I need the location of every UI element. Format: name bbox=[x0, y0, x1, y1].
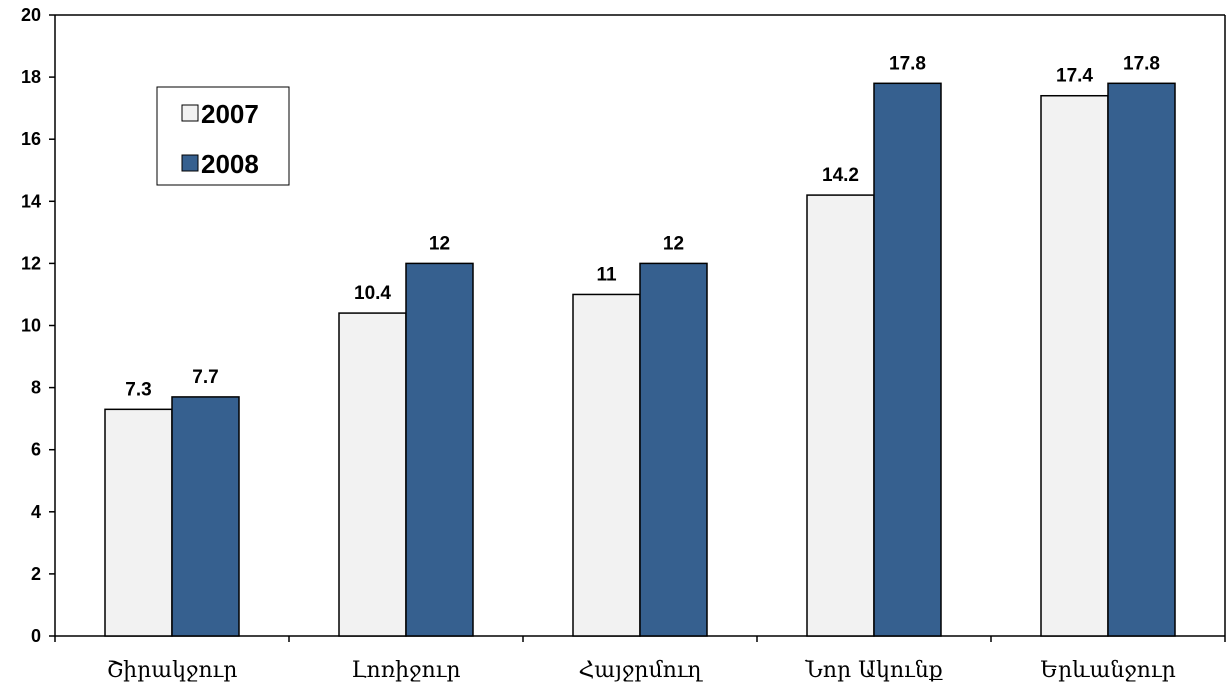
legend-label-2008: 2008 bbox=[201, 149, 259, 179]
bar-2007-0 bbox=[104, 408, 173, 637]
legend: 2007 2008 bbox=[156, 86, 290, 186]
data-label: 17.8 bbox=[889, 53, 926, 74]
legend-label-2007: 2007 bbox=[201, 99, 259, 129]
data-label: 12 bbox=[663, 233, 684, 254]
y-tick-label: 10 bbox=[21, 316, 41, 336]
data-label: 17.4 bbox=[1056, 66, 1093, 87]
category-labels: Շիրակջուր Լոռիջուր Հայջրմուղ Նոր Ակունք Երևա… bbox=[107, 658, 1176, 683]
bar-2008-4 bbox=[1107, 82, 1176, 637]
y-tick-label: 18 bbox=[21, 67, 41, 87]
category-label: Շիրակջուր bbox=[107, 658, 238, 683]
y-tick-label: 8 bbox=[31, 378, 41, 398]
legend-box bbox=[156, 86, 290, 186]
y-tick-label: 4 bbox=[31, 502, 41, 522]
y-tick-label: 14 bbox=[21, 191, 41, 211]
bar-2008-1 bbox=[405, 262, 474, 637]
y-tick-label: 0 bbox=[31, 626, 41, 646]
y-tick-label: 20 bbox=[21, 5, 41, 25]
x-axis-ticks bbox=[54, 636, 1226, 642]
category-label: Նոր Ակունք bbox=[804, 658, 942, 683]
data-label: 14.2 bbox=[822, 165, 859, 186]
bar-2007-4 bbox=[1040, 94, 1109, 637]
category-label: Երևանջուր bbox=[1040, 658, 1176, 683]
y-tick-label: 6 bbox=[31, 440, 41, 460]
category-label: Լոռիջուր bbox=[351, 658, 460, 683]
bar-2007-3 bbox=[806, 194, 875, 637]
bar-series bbox=[104, 82, 1176, 637]
data-label: 11 bbox=[596, 264, 617, 285]
data-label: 10.4 bbox=[354, 283, 391, 304]
data-label: 17.8 bbox=[1123, 53, 1160, 74]
legend-swatch-2008 bbox=[181, 154, 199, 172]
data-label: 7.7 bbox=[192, 367, 218, 388]
data-label: 12 bbox=[429, 233, 450, 254]
bar-2007-2 bbox=[572, 293, 641, 637]
bar-2008-3 bbox=[873, 82, 942, 637]
bar-2007-1 bbox=[338, 312, 407, 637]
data-label: 7.3 bbox=[125, 379, 151, 400]
data-labels: 7.3 7.7 10.4 12 11 12 14.2 17.8 17.4 17.8 bbox=[125, 53, 1160, 400]
category-label: Հայջրմուղ bbox=[578, 658, 703, 683]
y-axis-ticks: 0 2 4 6 8 10 12 14 16 18 20 bbox=[21, 5, 55, 646]
y-tick-label: 2 bbox=[31, 564, 41, 584]
y-tick-label: 12 bbox=[21, 253, 41, 273]
y-tick-label: 16 bbox=[21, 129, 41, 149]
legend-swatch-2007 bbox=[181, 104, 199, 122]
bar-2008-2 bbox=[639, 262, 708, 637]
bar-2008-0 bbox=[171, 396, 240, 637]
